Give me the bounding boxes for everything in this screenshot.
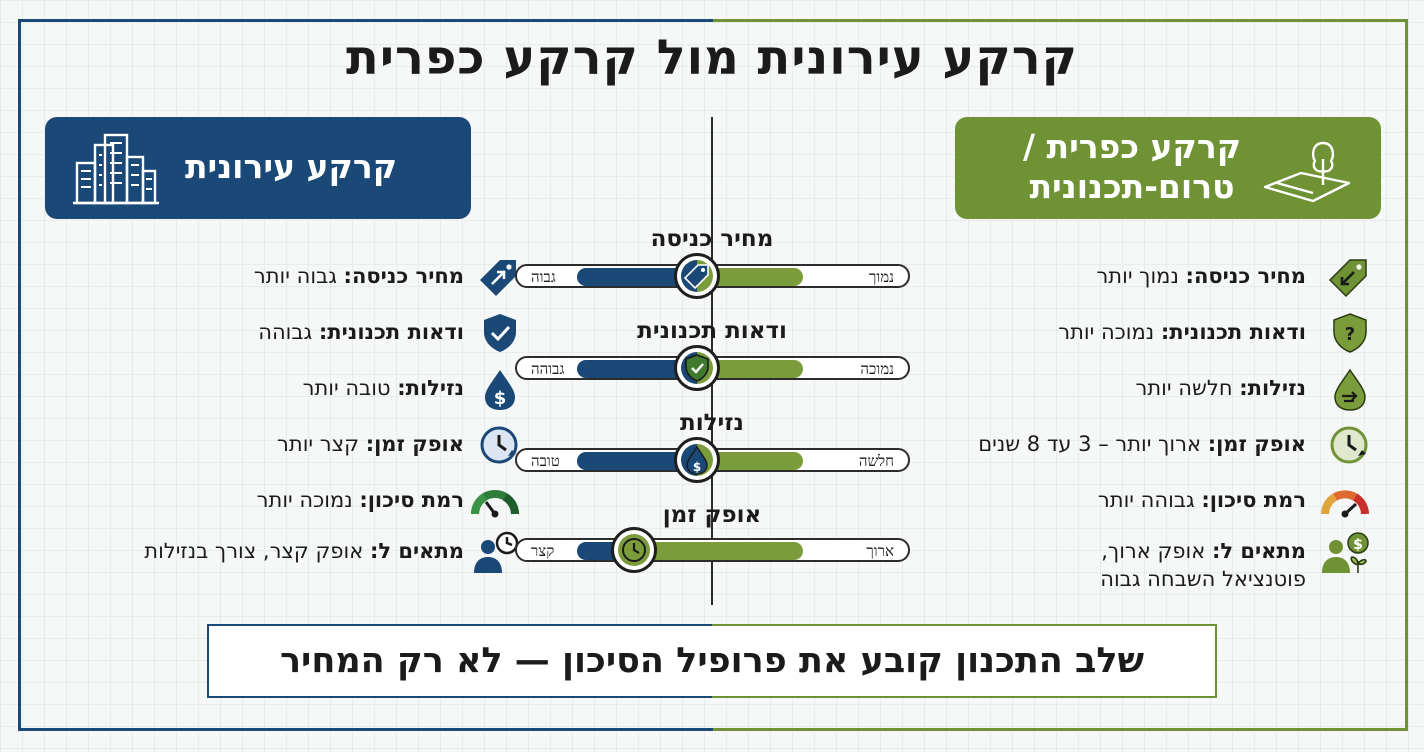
scale-knob	[674, 253, 720, 299]
rural-certainty-label: ודאות תכנונית:	[1160, 320, 1306, 344]
scale-bar: גבוה נמוך	[515, 253, 910, 299]
rural-price-value: נמוך יותר	[1096, 264, 1179, 288]
urban-price-label: מחיר כניסה:	[343, 264, 464, 288]
clock-icon	[618, 534, 650, 566]
tree-land-icon	[1261, 133, 1353, 211]
urban-suitable-value: אופק קצר, צורך בנזילות	[144, 539, 364, 563]
scale-title: אופק זמן	[662, 502, 762, 528]
urban-header: קרקע עירונית	[45, 117, 471, 219]
scale-bar: טובה חלשה $	[515, 437, 910, 483]
svg-text:$: $	[693, 460, 701, 474]
rural-item-price: מחיר כניסה: נמוך יותר	[1096, 259, 1367, 298]
urban-item-liquidity: $ נזילות: טובה יותר	[302, 370, 515, 410]
clock-icon	[478, 424, 520, 473]
person-money-plant-icon: $	[1322, 531, 1370, 582]
urban-price-value: גבוה יותר	[253, 264, 337, 288]
urban-item-horizon: אופק זמן: קצר יותר	[277, 426, 518, 464]
scale-title: ודאות תכנונית	[637, 318, 787, 344]
urban-header-title: קרקע עירונית	[184, 147, 397, 186]
clock-icon	[1328, 424, 1370, 473]
page-title: קרקע עירונית מול קרקע כפרית	[346, 30, 1078, 86]
rural-horizon-label: אופק זמן:	[1207, 432, 1306, 456]
rural-item-liquidity: נזילות: חלשה יותר	[1135, 368, 1366, 411]
shield-question-icon: ?	[1330, 312, 1370, 361]
rural-header-line2: טרום-תכנונית	[1029, 167, 1235, 206]
rural-item-risk: רמת סיכון: גבוהה יותר	[1097, 486, 1369, 518]
rural-item-certainty: ? ודאות תכנונית: נמוכה יותר	[1058, 313, 1367, 353]
urban-end-label: טובה	[531, 452, 560, 470]
urban-item-risk: רמת סיכון: נמוכה יותר	[256, 486, 519, 518]
rural-liquidity-label: נזילות:	[1239, 376, 1306, 400]
rural-fill	[626, 542, 803, 560]
rural-suitable-value: אופק ארוך,	[1101, 539, 1206, 563]
urban-liquidity-value: טובה יותר	[302, 376, 391, 400]
urban-fill	[577, 360, 705, 378]
rural-certainty-value: נמוכה יותר	[1058, 320, 1155, 344]
gauge-high-icon	[1320, 480, 1370, 525]
scale-title: מחיר כניסה	[650, 226, 774, 252]
scale-title: נזילות	[680, 410, 744, 436]
rural-header-title: קרקע כפרית / טרום-תכנונית	[1023, 127, 1241, 207]
water-drop-dollar-icon: $	[480, 368, 520, 419]
rural-item-horizon: אופק זמן: ארוך יותר – 3 עד 8 שנים	[978, 426, 1368, 464]
price-tag-down-icon	[1328, 256, 1370, 305]
urban-fill	[577, 268, 705, 286]
rural-header: קרקע כפרית / טרום-תכנונית	[955, 117, 1381, 219]
water-drop-arrow-icon	[1330, 368, 1370, 419]
scale-track: קצר ארוך	[515, 538, 910, 562]
shield-check-icon	[681, 352, 713, 384]
city-buildings-icon	[71, 131, 161, 211]
rural-suitable-label: מתאים ל:	[1211, 539, 1306, 563]
rural-item-suitable: $ מתאים ל: אופק ארוך, פוטנציאל השבחה גבו…	[1100, 532, 1369, 593]
urban-certainty-value: גבוהה	[258, 320, 313, 344]
urban-end-label: גבוה	[531, 268, 556, 286]
water-drop-dollar-icon: $	[681, 444, 713, 476]
price-tag-icon	[681, 260, 713, 292]
urban-risk-value: נמוכה יותר	[256, 488, 353, 512]
rural-risk-label: רמת סיכון:	[1201, 488, 1306, 512]
urban-end-label: גבוהה	[531, 360, 565, 378]
rural-horizon-value: ארוך יותר – 3 עד 8 שנים	[978, 432, 1202, 456]
urban-item-certainty: ודאות תכנונית: גבוהה	[258, 314, 516, 352]
scale-knob: $	[674, 437, 720, 483]
svg-text:?: ?	[1345, 324, 1355, 345]
scale-knob	[611, 527, 657, 573]
urban-fill	[577, 452, 705, 470]
rural-end-label: נמוכה	[860, 360, 894, 378]
gauge-low-icon	[470, 480, 520, 525]
person-clock-icon	[472, 531, 520, 582]
rural-header-line1: קרקע כפרית /	[1023, 127, 1241, 166]
svg-text:$: $	[494, 388, 507, 409]
scale-bar: גבוהה נמוכה	[515, 345, 910, 391]
urban-liquidity-label: נזילות:	[397, 376, 464, 400]
rural-end-label: ארוך	[866, 542, 894, 560]
rural-liquidity-value: חלשה יותר	[1135, 376, 1233, 400]
rural-end-label: חלשה	[858, 452, 894, 470]
urban-horizon-label: אופק זמן:	[365, 432, 464, 456]
scale-knob	[674, 345, 720, 391]
rural-price-label: מחיר כניסה:	[1185, 264, 1306, 288]
urban-item-price: מחיר כניסה: גבוה יותר	[253, 260, 516, 296]
urban-risk-label: רמת סיכון:	[359, 488, 464, 512]
urban-suitable-label: מתאים ל:	[369, 539, 464, 563]
rural-suitable-value-line2: פוטנציאל השבחה גבוה	[1100, 567, 1306, 591]
svg-text:$: $	[1353, 537, 1363, 553]
urban-item-suitable: מתאים ל: אופק קצר, צורך בנזילות	[144, 531, 519, 573]
urban-end-label: קצר	[531, 542, 555, 560]
footer-banner: שלב התכנון קובע את פרופיל הסיכון — לא רק…	[207, 624, 1217, 698]
urban-horizon-value: קצר יותר	[277, 432, 360, 456]
rural-end-label: נמוך	[869, 268, 894, 286]
scale-bar: קצר ארוך	[515, 527, 910, 573]
urban-certainty-label: ודאות תכנונית:	[318, 320, 464, 344]
rural-risk-value: גבוהה יותר	[1097, 488, 1195, 512]
price-tag-up-icon	[478, 256, 520, 305]
shield-check-icon	[480, 312, 520, 361]
